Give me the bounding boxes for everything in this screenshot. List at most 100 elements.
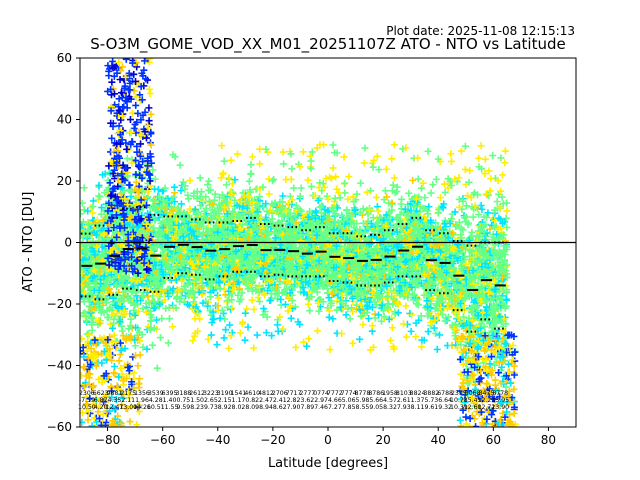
scatter-point — [105, 284, 113, 292]
scatter-point — [160, 245, 168, 253]
scatter-point — [162, 255, 170, 263]
scatter-point — [177, 253, 185, 261]
scatter-point — [154, 292, 162, 300]
scatter-point — [150, 304, 158, 312]
scatter-point — [163, 226, 171, 234]
scatter-point — [172, 304, 180, 312]
scatter-point — [156, 334, 164, 342]
scatter-point — [181, 182, 189, 190]
scatter-point — [109, 311, 117, 319]
scatter-point — [161, 184, 169, 192]
scatter-point — [132, 300, 140, 308]
scatter-point — [118, 322, 126, 330]
scatter-point — [105, 168, 113, 176]
scatter-point — [109, 294, 117, 302]
scatter-point — [159, 271, 167, 279]
scatter-point — [165, 315, 173, 323]
scatter-point — [151, 298, 159, 306]
scatter-point — [152, 262, 160, 270]
scatter-point — [149, 256, 157, 264]
scatter-point — [184, 191, 192, 199]
scatter-point — [180, 233, 188, 241]
scatter-point — [100, 231, 108, 239]
scatter-point — [93, 243, 101, 251]
scatter-point — [101, 189, 109, 197]
scatter-point — [154, 279, 162, 287]
scatter-point — [169, 207, 177, 215]
scatter-point — [97, 280, 105, 288]
scatter-point — [122, 287, 130, 295]
scatter-point — [151, 207, 159, 215]
scatter-point — [89, 209, 97, 217]
scatter-point — [174, 230, 182, 238]
scatter-point — [135, 308, 143, 316]
scatter-point — [178, 227, 186, 235]
scatter-point — [110, 319, 118, 327]
scatter-point — [96, 319, 104, 327]
scatter-point — [173, 216, 181, 224]
scatter-point — [175, 221, 183, 229]
scatter-point — [181, 264, 189, 272]
scatter-point — [80, 218, 87, 226]
scatter-point — [96, 193, 104, 201]
scatter-point — [88, 321, 96, 329]
scatter-point — [186, 176, 194, 184]
chart-title: S-O3M_GOME_VOD_XX_M01_20251107Z ATO - NT… — [90, 35, 566, 54]
scatter-point — [156, 300, 164, 308]
scatter-point — [153, 364, 161, 372]
scatter-point — [87, 289, 95, 297]
scatter-point — [91, 279, 99, 287]
scatter-point — [98, 307, 106, 315]
scatter-point — [175, 209, 183, 217]
scatter-point — [114, 304, 122, 312]
scatter-point — [161, 204, 169, 212]
scatter-point — [175, 286, 183, 294]
scatter-point — [89, 202, 97, 210]
scatter-point — [156, 192, 164, 200]
scatter-point — [98, 204, 106, 212]
scatter-point — [161, 275, 169, 283]
scatter-point — [139, 304, 147, 312]
scatter-point — [100, 272, 108, 280]
scatter-point — [159, 211, 167, 219]
scatter-point — [168, 203, 176, 211]
scatter-point — [151, 242, 159, 250]
scatter-point — [163, 198, 171, 206]
scatter-point — [90, 272, 98, 280]
scatter-point — [165, 221, 173, 229]
scatter-point — [135, 328, 143, 336]
scatter-point — [131, 311, 139, 319]
scatter-point — [102, 299, 110, 307]
scatter-point — [118, 276, 126, 284]
scatter-point — [80, 261, 86, 269]
scatter-point — [147, 317, 155, 325]
scatter-point — [127, 299, 135, 307]
scatter-point — [177, 187, 185, 195]
scatter-point — [125, 294, 133, 302]
scatter-point — [80, 270, 86, 278]
scatter-point — [95, 181, 103, 189]
scatter-point — [116, 237, 124, 245]
scatter-point — [138, 280, 146, 288]
scatter-point — [132, 323, 140, 331]
scatter-point — [153, 275, 161, 283]
scatter-point — [80, 298, 88, 306]
scatter-point — [120, 282, 128, 290]
scatter-point — [165, 304, 173, 312]
scatter-point — [91, 251, 99, 259]
scatter-point — [80, 184, 88, 192]
scatter-point — [164, 234, 172, 242]
scatter-point — [169, 323, 177, 331]
scatter-point — [133, 277, 141, 285]
scatter-point — [153, 316, 161, 324]
scatter-point — [143, 345, 151, 353]
scatter-point — [138, 271, 146, 279]
scatter-point — [139, 292, 147, 300]
scatter-point — [148, 341, 156, 349]
scatter-point — [137, 296, 145, 304]
plot-date: Plot date: 2025-11-08 12:15:13 — [386, 24, 575, 38]
scatter-point — [180, 282, 188, 290]
scatter-point — [173, 270, 181, 278]
scatter-point — [96, 268, 104, 276]
